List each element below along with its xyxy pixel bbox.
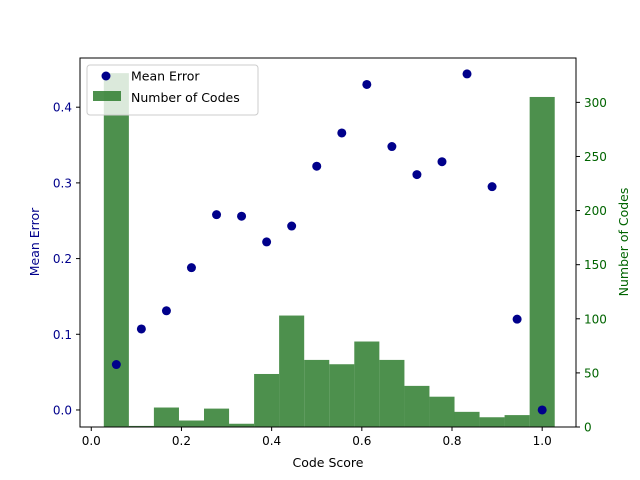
bar <box>454 411 480 427</box>
x-tick-label: 0.2 <box>172 434 191 448</box>
scatter-point <box>387 142 397 152</box>
x-tick-label: 1.0 <box>533 434 552 448</box>
y-right-tick-label: 50 <box>584 366 599 380</box>
bar <box>479 417 505 427</box>
legend: Mean Error Number of Codes <box>86 64 259 116</box>
x-tick-label: 0.8 <box>442 434 461 448</box>
bar <box>153 407 179 427</box>
scatter-point <box>111 360 121 370</box>
scatter-point <box>437 157 447 167</box>
y-left-tick-label: 0.2 <box>53 252 72 266</box>
y-right-tick-label: 0 <box>584 421 592 435</box>
bar <box>354 341 380 427</box>
bar <box>379 359 405 427</box>
bar <box>429 396 455 427</box>
y-left-tick-label: 0.3 <box>53 176 72 190</box>
scatter-point <box>312 161 322 171</box>
y-right-tick-label: 250 <box>584 150 607 164</box>
scatter-point <box>186 263 196 273</box>
scatter-point <box>487 182 497 192</box>
scatter-point <box>337 128 347 138</box>
x-tick-label: 0.0 <box>82 434 101 448</box>
legend-box <box>86 64 259 116</box>
scatter-point <box>462 69 472 79</box>
axes-frame <box>79 57 577 428</box>
x-tick-label: 0.4 <box>262 434 281 448</box>
scatter-point <box>537 405 547 415</box>
scatter-point <box>512 314 522 324</box>
x-axis: 0.0 0.2 0.4 0.6 0.8 1.0 <box>82 427 552 448</box>
scatter-point <box>136 324 146 334</box>
scatter-point <box>212 210 222 220</box>
bar <box>128 425 154 427</box>
x-axis-label: Code Score <box>293 455 364 470</box>
y-axis-left: 0.0 0.1 0.2 0.3 0.4 <box>53 101 80 417</box>
bar <box>304 359 330 427</box>
bar <box>204 408 230 427</box>
points-layer <box>111 69 547 415</box>
scatter-point <box>362 79 372 89</box>
y-right-tick-label: 300 <box>584 96 607 110</box>
y-left-tick-label: 0.1 <box>53 328 72 342</box>
bars-layer <box>103 73 555 428</box>
legend-label-number-of-codes: Number of Codes <box>131 90 240 105</box>
x-tick-label: 0.6 <box>352 434 371 448</box>
legend-bar-swatch <box>93 91 121 101</box>
legend-label-mean-error: Mean Error <box>131 69 200 84</box>
bar <box>329 364 355 427</box>
y-right-tick-label: 100 <box>584 312 607 326</box>
bar <box>229 423 255 427</box>
scatter-point <box>237 211 247 221</box>
bar <box>529 96 555 428</box>
scatter-point <box>161 306 171 316</box>
legend-scatter-marker <box>101 71 111 81</box>
bar <box>279 315 305 427</box>
bar <box>178 420 204 427</box>
bar <box>254 373 280 427</box>
y-axis-right: 0 50 100 150 200 250 300 <box>576 96 607 435</box>
scatter-point <box>262 237 272 247</box>
y-left-tick-label: 0.0 <box>53 403 72 417</box>
y-left-tick-label: 0.4 <box>53 101 72 115</box>
bar <box>404 385 430 427</box>
y-axis-left-label: Mean Error <box>27 207 42 276</box>
y-axis-right-label: Number of Codes <box>616 188 631 297</box>
y-right-tick-label: 200 <box>584 204 607 218</box>
bar <box>504 415 530 427</box>
bar <box>103 73 129 428</box>
scatter-point <box>412 170 422 180</box>
y-right-tick-label: 150 <box>584 258 607 272</box>
scatter-point <box>287 221 297 231</box>
